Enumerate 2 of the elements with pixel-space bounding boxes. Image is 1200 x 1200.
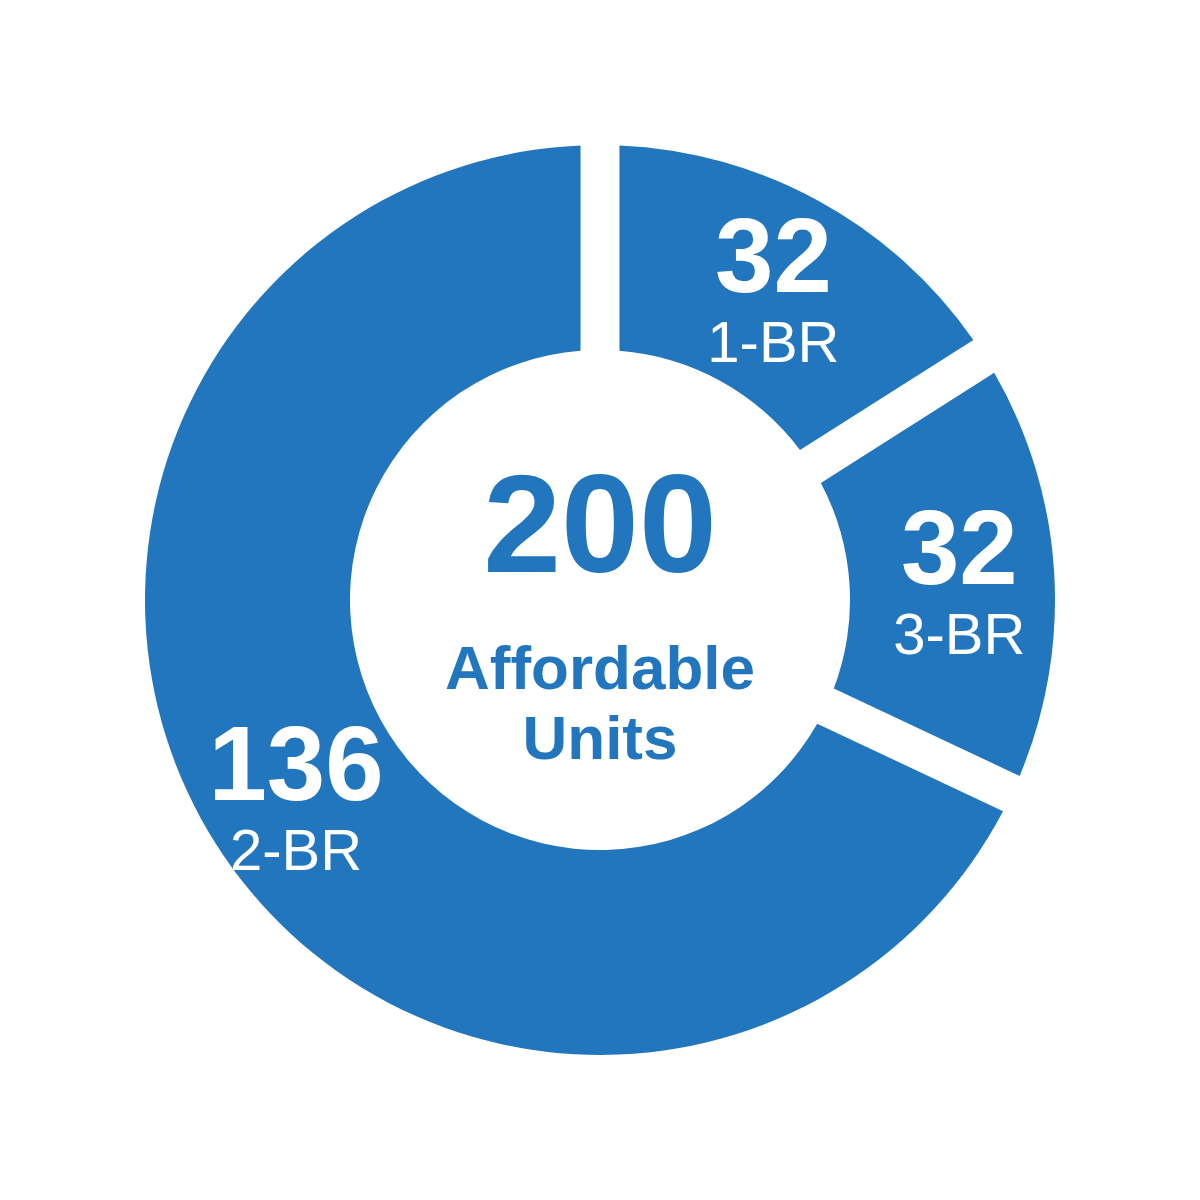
text: Affordable Units <box>445 633 755 772</box>
text: 200 <box>483 445 717 602</box>
